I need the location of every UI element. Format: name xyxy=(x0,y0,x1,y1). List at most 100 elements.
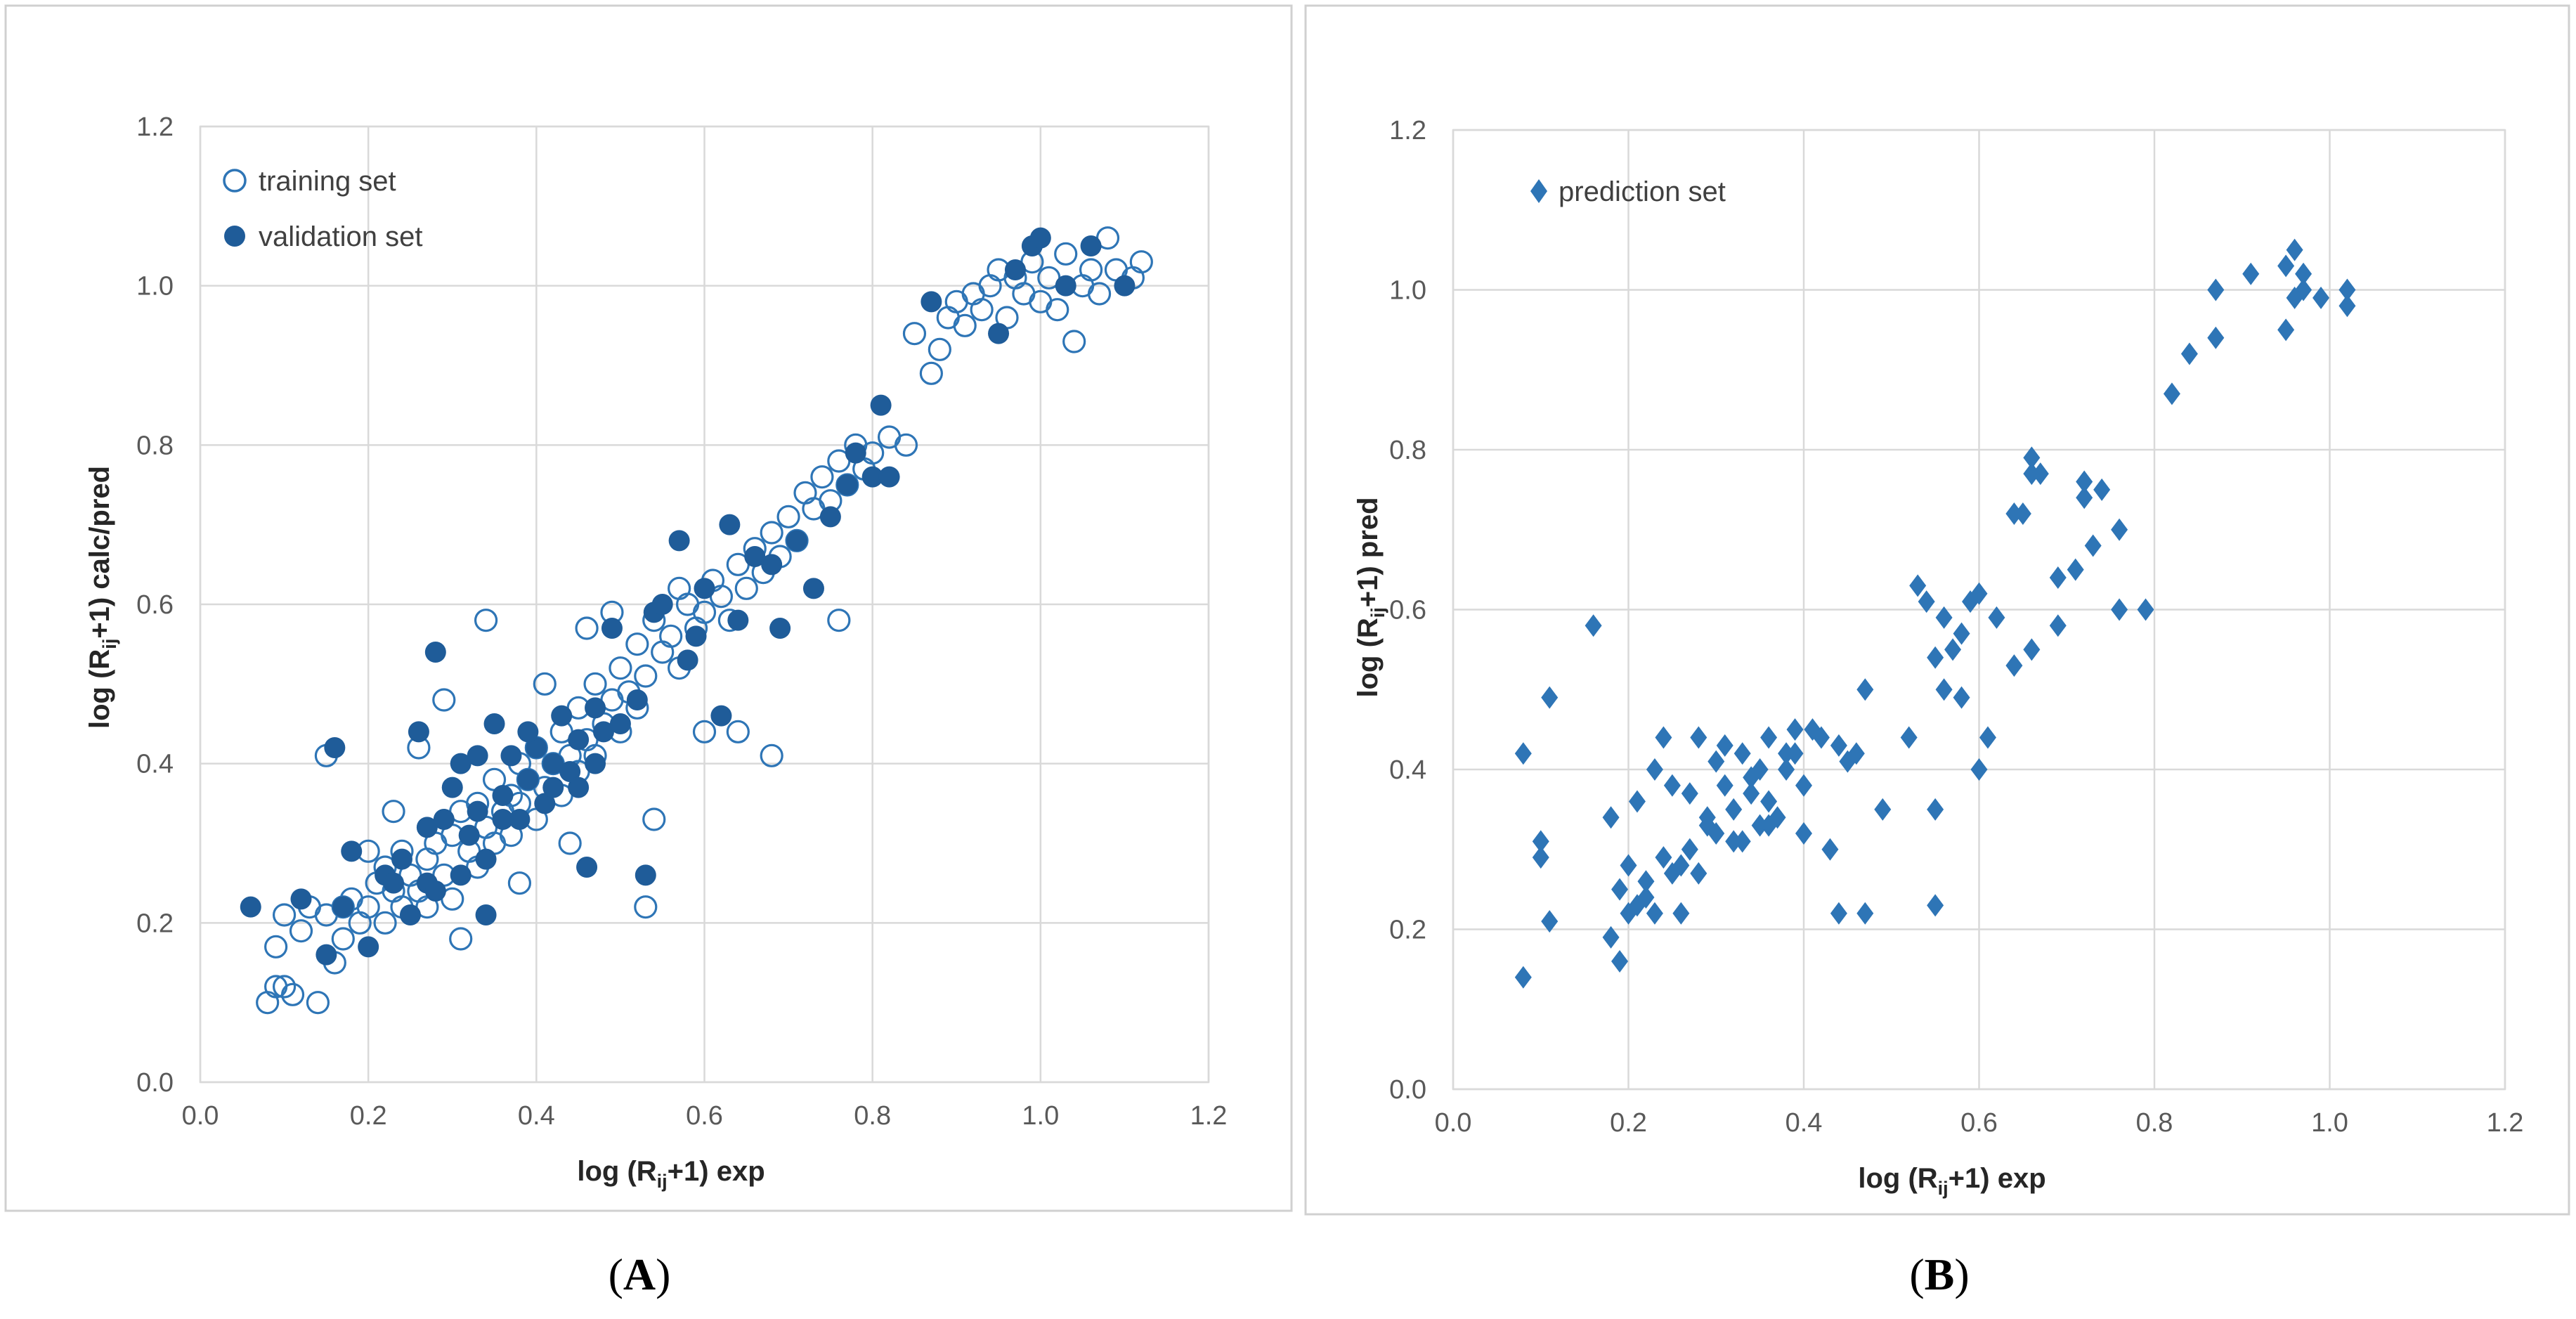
prediction-set-point xyxy=(1743,766,1760,789)
validation-set-point xyxy=(467,745,488,767)
prediction-set-point xyxy=(1716,774,1733,797)
training-set-point xyxy=(776,505,800,528)
prediction-set-point xyxy=(2295,278,2312,301)
prediction-set-point xyxy=(1786,742,1804,765)
training-set-point xyxy=(1087,282,1112,306)
training-set-point xyxy=(953,313,977,337)
panel-a-caption: (A) xyxy=(609,1249,671,1299)
validation-set-point xyxy=(458,824,480,846)
prediction-set-point xyxy=(1935,678,1953,701)
panel-a-x-tick-label: 0.4 xyxy=(518,1101,555,1131)
validation-set-point xyxy=(383,872,405,894)
panel-a-y-axis-label: log (Rij+1) calc/pred xyxy=(84,466,120,729)
validation-set-point xyxy=(802,578,824,599)
training-set-point xyxy=(642,807,666,831)
validation-set-point xyxy=(568,777,590,798)
panel-b-y-tick-label: 0.4 xyxy=(1389,755,1426,785)
training-set-point xyxy=(575,616,599,640)
training-set-point xyxy=(1079,258,1103,282)
training-set-point xyxy=(356,895,380,919)
prediction-set-point xyxy=(1716,734,1733,757)
prediction-set-point xyxy=(1847,742,1865,765)
prediction-set-point xyxy=(1935,606,1953,629)
validation-set-point xyxy=(601,618,623,639)
prediction-set-point xyxy=(1585,614,1602,637)
prediction-set-point xyxy=(1646,758,1663,781)
prediction-set-point xyxy=(1602,806,1620,829)
training-set-point xyxy=(634,895,658,919)
prediction-set-point xyxy=(1979,726,1996,749)
panel-a-grid xyxy=(199,125,1210,1084)
panel-a-y-tick-label: 0.2 xyxy=(136,909,174,938)
training-set-point xyxy=(902,322,927,346)
validation-set-point xyxy=(517,721,539,743)
prediction-set-point xyxy=(1927,798,1944,821)
legend-prediction-label: prediction set xyxy=(1559,176,1726,207)
training-set-point xyxy=(970,298,994,322)
validation-set-point xyxy=(408,721,429,743)
validation-set-point xyxy=(424,642,446,663)
validation-set-point xyxy=(1055,275,1076,297)
training-set-point xyxy=(692,600,717,624)
panel-b-x-tick-label: 0.8 xyxy=(2136,1108,2173,1138)
prediction-set-point xyxy=(1681,782,1698,805)
panel-a-points xyxy=(240,226,1153,1015)
validation-set-point xyxy=(475,904,497,925)
validation-set-point xyxy=(358,936,379,958)
training-set-point xyxy=(264,935,288,959)
validation-set-point xyxy=(568,729,590,751)
prediction-set-point xyxy=(1751,814,1769,837)
validation-set-point xyxy=(542,753,564,774)
training-set-point xyxy=(760,521,783,545)
validation-set-point xyxy=(1004,259,1026,280)
validation-set-point xyxy=(441,777,463,798)
prediction-set-point xyxy=(1611,878,1629,901)
prediction-set-point xyxy=(1812,726,1830,749)
prediction-set-point xyxy=(1532,830,1549,853)
training-set-point xyxy=(289,919,313,943)
validation-set-point xyxy=(433,809,455,830)
prediction-set-point xyxy=(2111,518,2128,541)
panel-a-plot-area xyxy=(199,125,1210,1084)
validation-set-point xyxy=(651,594,673,615)
prediction-set-point xyxy=(1655,846,1672,869)
prediction-set-point xyxy=(1856,902,1874,925)
training-set-point xyxy=(583,672,607,696)
prediction-set-point xyxy=(2207,326,2225,349)
panel-b-x-tick-label: 1.2 xyxy=(2487,1108,2524,1138)
panel-b-x-tick-label: 0.2 xyxy=(1610,1108,1647,1138)
validation-set-point xyxy=(551,705,573,727)
validation-set-point xyxy=(450,864,471,886)
validation-set-point xyxy=(694,578,715,599)
prediction-set-point xyxy=(2076,486,2093,509)
validation-set-point xyxy=(861,466,883,488)
panel-a-x-tick-label: 1.2 xyxy=(1190,1101,1228,1131)
panel-b-plot-area xyxy=(1452,129,2506,1091)
validation-set-point xyxy=(819,506,841,528)
training-set-point xyxy=(507,871,532,895)
validation-set-point xyxy=(492,809,514,830)
prediction-set-point xyxy=(1927,894,1944,917)
panel-b-x-axis-label: log (Rij+1) exp xyxy=(1858,1163,2045,1199)
validation-set-point xyxy=(576,857,598,878)
prediction-set-point xyxy=(1909,574,1927,597)
validation-set-point xyxy=(517,769,539,791)
training-set-point xyxy=(692,720,717,743)
validation-set-point xyxy=(416,817,438,838)
prediction-set-point xyxy=(2295,262,2312,285)
prediction-set-point xyxy=(2277,254,2295,278)
prediction-set-point xyxy=(1707,750,1725,773)
validation-set-point xyxy=(509,809,531,830)
validation-set-point xyxy=(609,713,631,734)
prediction-set-point xyxy=(1953,622,1970,645)
validation-set-point xyxy=(878,466,900,488)
training-set-point xyxy=(1046,298,1069,322)
training-set-point xyxy=(928,337,951,361)
training-set-point xyxy=(449,927,473,951)
prediction-set-point xyxy=(2023,462,2041,486)
prediction-set-point xyxy=(1655,726,1672,749)
prediction-set-point xyxy=(2014,502,2031,525)
prediction-set-point xyxy=(1856,678,1874,701)
panel-a-y-tick-label: 0.6 xyxy=(136,590,174,620)
prediction-set-point xyxy=(2031,462,2049,486)
